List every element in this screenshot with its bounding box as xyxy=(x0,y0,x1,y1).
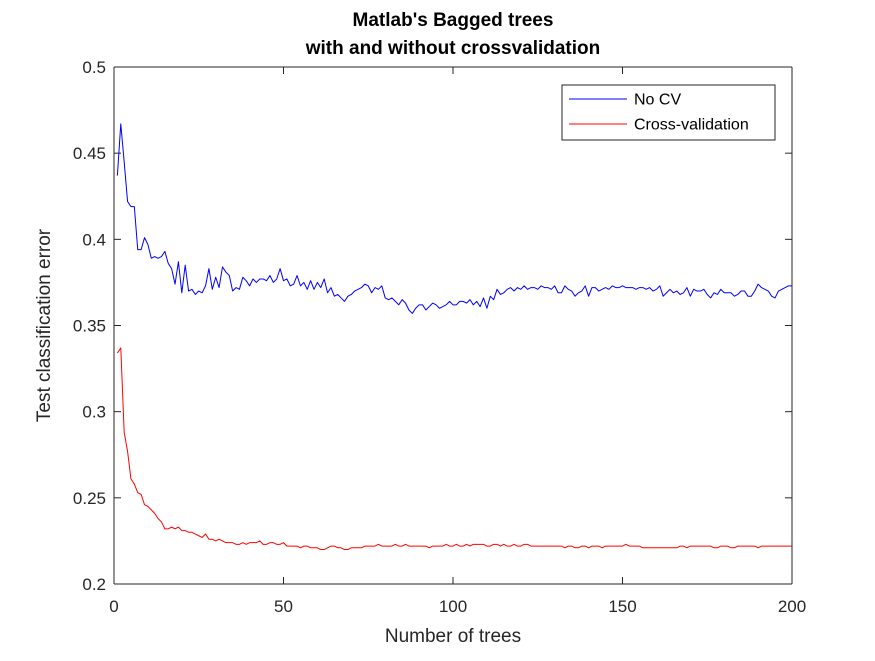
y-tick-label: 0.3 xyxy=(82,403,106,422)
legend-label-cross-validation: Cross-validation xyxy=(634,117,749,134)
series-line-no-cv xyxy=(116,123,792,314)
plot-area xyxy=(114,67,792,584)
series-line-cross-validation xyxy=(116,347,792,551)
y-tick-label: 0.5 xyxy=(82,58,106,77)
ticks-layer: 0 50 100 150 200 0.2 0.25 0.3 0.35 0.4 0.45 0.5 xyxy=(73,58,806,616)
x-tick-label: 100 xyxy=(439,597,467,616)
series-layer xyxy=(116,123,792,551)
x-tick-label: 50 xyxy=(274,597,293,616)
legend-box xyxy=(561,84,776,141)
y-tick-label: 0.4 xyxy=(82,230,106,249)
legend-label-no-cv: No CV xyxy=(634,92,681,109)
x-tick-label: 0 xyxy=(109,597,118,616)
y-tick-label: 0.2 xyxy=(82,575,106,594)
y-tick-label: 0.25 xyxy=(73,489,106,508)
y-tick-label: 0.35 xyxy=(73,317,106,336)
y-axis-label: Test classification error xyxy=(34,228,55,422)
x-axis-label: Number of trees xyxy=(385,626,521,647)
legend: No CV Cross-validation xyxy=(561,84,776,141)
chart-title-line-2: with and without crossvalidation xyxy=(305,38,601,59)
x-tick-label: 200 xyxy=(778,597,806,616)
x-tick-label: 150 xyxy=(608,597,636,616)
chart-title-line-1: Matlab's Bagged trees xyxy=(353,10,554,31)
y-tick-label: 0.45 xyxy=(73,144,106,163)
